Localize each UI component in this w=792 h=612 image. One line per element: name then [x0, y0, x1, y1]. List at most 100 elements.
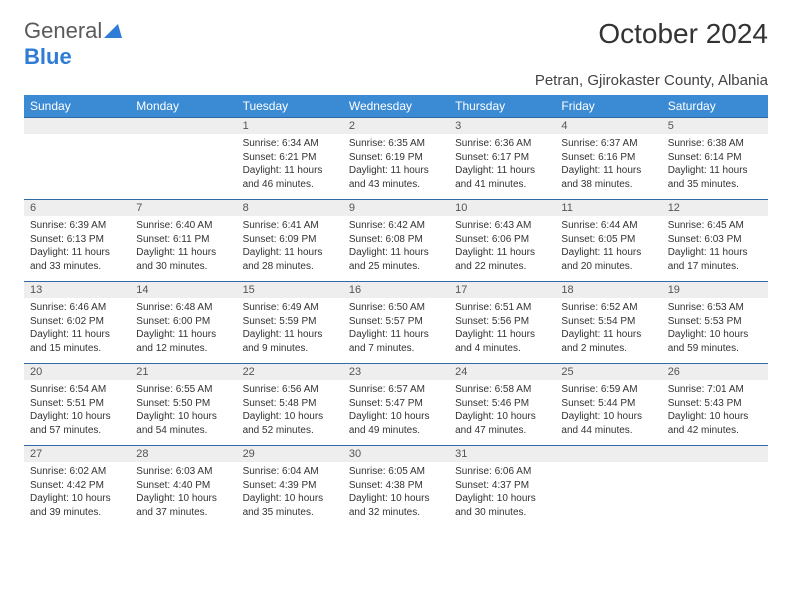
col-wednesday: Wednesday: [343, 95, 449, 118]
day-number: 17: [449, 282, 555, 298]
sunrise-text: Sunrise: 6:58 AM: [455, 383, 549, 397]
day-body: Sunrise: 6:38 AMSunset: 6:14 PMDaylight:…: [662, 134, 768, 199]
sunset-text: Sunset: 6:03 PM: [668, 233, 762, 247]
day-number: 12: [662, 200, 768, 216]
daylight-text: Daylight: 11 hours and 9 minutes.: [243, 328, 337, 355]
day-body: Sunrise: 6:41 AMSunset: 6:09 PMDaylight:…: [237, 216, 343, 281]
daylight-text: Daylight: 10 hours and 57 minutes.: [30, 410, 124, 437]
sunset-text: Sunset: 5:57 PM: [349, 315, 443, 329]
calendar-cell: 17Sunrise: 6:51 AMSunset: 5:56 PMDayligh…: [449, 282, 555, 364]
logo-triangle-icon: [104, 18, 122, 44]
daylight-text: Daylight: 10 hours and 30 minutes.: [455, 492, 549, 519]
sunrise-text: Sunrise: 6:46 AM: [30, 301, 124, 315]
calendar-cell: [130, 118, 236, 200]
daylight-text: Daylight: 11 hours and 33 minutes.: [30, 246, 124, 273]
daylight-text: Daylight: 10 hours and 42 minutes.: [668, 410, 762, 437]
daylight-text: Daylight: 11 hours and 7 minutes.: [349, 328, 443, 355]
col-saturday: Saturday: [662, 95, 768, 118]
day-number: 1: [237, 118, 343, 134]
daylight-text: Daylight: 11 hours and 25 minutes.: [349, 246, 443, 273]
day-body: Sunrise: 6:05 AMSunset: 4:38 PMDaylight:…: [343, 462, 449, 527]
sunset-text: Sunset: 6:17 PM: [455, 151, 549, 165]
calendar-cell: 18Sunrise: 6:52 AMSunset: 5:54 PMDayligh…: [555, 282, 661, 364]
day-number: [24, 118, 130, 134]
sunrise-text: Sunrise: 6:50 AM: [349, 301, 443, 315]
sunrise-text: Sunrise: 6:54 AM: [30, 383, 124, 397]
daylight-text: Daylight: 10 hours and 52 minutes.: [243, 410, 337, 437]
day-number: 4: [555, 118, 661, 134]
daylight-text: Daylight: 10 hours and 47 minutes.: [455, 410, 549, 437]
day-number: 5: [662, 118, 768, 134]
sunset-text: Sunset: 5:59 PM: [243, 315, 337, 329]
sunset-text: Sunset: 5:53 PM: [668, 315, 762, 329]
sunset-text: Sunset: 5:56 PM: [455, 315, 549, 329]
sunrise-text: Sunrise: 6:39 AM: [30, 219, 124, 233]
calendar-cell: 15Sunrise: 6:49 AMSunset: 5:59 PMDayligh…: [237, 282, 343, 364]
col-tuesday: Tuesday: [237, 95, 343, 118]
day-number: 13: [24, 282, 130, 298]
day-body: Sunrise: 6:39 AMSunset: 6:13 PMDaylight:…: [24, 216, 130, 281]
calendar-header-row: Sunday Monday Tuesday Wednesday Thursday…: [24, 95, 768, 118]
sunrise-text: Sunrise: 6:45 AM: [668, 219, 762, 233]
col-monday: Monday: [130, 95, 236, 118]
daylight-text: Daylight: 11 hours and 30 minutes.: [136, 246, 230, 273]
calendar-cell: 27Sunrise: 6:02 AMSunset: 4:42 PMDayligh…: [24, 446, 130, 528]
day-body: Sunrise: 6:06 AMSunset: 4:37 PMDaylight:…: [449, 462, 555, 527]
calendar-cell: 2Sunrise: 6:35 AMSunset: 6:19 PMDaylight…: [343, 118, 449, 200]
calendar-cell: [24, 118, 130, 200]
calendar-cell: 5Sunrise: 6:38 AMSunset: 6:14 PMDaylight…: [662, 118, 768, 200]
day-body: Sunrise: 6:42 AMSunset: 6:08 PMDaylight:…: [343, 216, 449, 281]
sunrise-text: Sunrise: 6:41 AM: [243, 219, 337, 233]
sunset-text: Sunset: 5:48 PM: [243, 397, 337, 411]
day-body: Sunrise: 6:04 AMSunset: 4:39 PMDaylight:…: [237, 462, 343, 527]
logo-text: General Blue: [24, 18, 122, 70]
calendar-cell: 19Sunrise: 6:53 AMSunset: 5:53 PMDayligh…: [662, 282, 768, 364]
calendar-cell: 26Sunrise: 7:01 AMSunset: 5:43 PMDayligh…: [662, 364, 768, 446]
day-number: 22: [237, 364, 343, 380]
calendar-cell: [555, 446, 661, 528]
sunset-text: Sunset: 4:39 PM: [243, 479, 337, 493]
daylight-text: Daylight: 10 hours and 32 minutes.: [349, 492, 443, 519]
calendar-cell: 31Sunrise: 6:06 AMSunset: 4:37 PMDayligh…: [449, 446, 555, 528]
day-body: Sunrise: 6:49 AMSunset: 5:59 PMDaylight:…: [237, 298, 343, 363]
sunrise-text: Sunrise: 6:49 AM: [243, 301, 337, 315]
sunset-text: Sunset: 5:50 PM: [136, 397, 230, 411]
day-body: [130, 134, 236, 196]
sunrise-text: Sunrise: 6:05 AM: [349, 465, 443, 479]
logo: General Blue: [24, 18, 122, 70]
sunrise-text: Sunrise: 6:51 AM: [455, 301, 549, 315]
sunset-text: Sunset: 6:11 PM: [136, 233, 230, 247]
daylight-text: Daylight: 10 hours and 37 minutes.: [136, 492, 230, 519]
day-body: Sunrise: 6:40 AMSunset: 6:11 PMDaylight:…: [130, 216, 236, 281]
logo-part1: General: [24, 18, 102, 43]
day-body: Sunrise: 6:50 AMSunset: 5:57 PMDaylight:…: [343, 298, 449, 363]
page-title: October 2024: [598, 18, 768, 50]
day-body: Sunrise: 6:44 AMSunset: 6:05 PMDaylight:…: [555, 216, 661, 281]
sunset-text: Sunset: 5:43 PM: [668, 397, 762, 411]
day-number: 2: [343, 118, 449, 134]
day-number: 27: [24, 446, 130, 462]
sunrise-text: Sunrise: 6:34 AM: [243, 137, 337, 151]
sunset-text: Sunset: 6:09 PM: [243, 233, 337, 247]
calendar-cell: 29Sunrise: 6:04 AMSunset: 4:39 PMDayligh…: [237, 446, 343, 528]
day-number: 7: [130, 200, 236, 216]
sunset-text: Sunset: 6:16 PM: [561, 151, 655, 165]
day-body: Sunrise: 6:58 AMSunset: 5:46 PMDaylight:…: [449, 380, 555, 445]
calendar-cell: 28Sunrise: 6:03 AMSunset: 4:40 PMDayligh…: [130, 446, 236, 528]
daylight-text: Daylight: 11 hours and 38 minutes.: [561, 164, 655, 191]
day-number: 28: [130, 446, 236, 462]
col-thursday: Thursday: [449, 95, 555, 118]
sunrise-text: Sunrise: 6:02 AM: [30, 465, 124, 479]
calendar-cell: 13Sunrise: 6:46 AMSunset: 6:02 PMDayligh…: [24, 282, 130, 364]
day-body: Sunrise: 6:56 AMSunset: 5:48 PMDaylight:…: [237, 380, 343, 445]
header: General Blue October 2024: [24, 18, 768, 70]
day-body: Sunrise: 6:46 AMSunset: 6:02 PMDaylight:…: [24, 298, 130, 363]
daylight-text: Daylight: 11 hours and 46 minutes.: [243, 164, 337, 191]
day-number: 19: [662, 282, 768, 298]
calendar-week: 27Sunrise: 6:02 AMSunset: 4:42 PMDayligh…: [24, 446, 768, 528]
day-number: 15: [237, 282, 343, 298]
sunset-text: Sunset: 5:54 PM: [561, 315, 655, 329]
location-text: Petran, Gjirokaster County, Albania: [24, 72, 768, 89]
day-number: 23: [343, 364, 449, 380]
sunrise-text: Sunrise: 6:43 AM: [455, 219, 549, 233]
